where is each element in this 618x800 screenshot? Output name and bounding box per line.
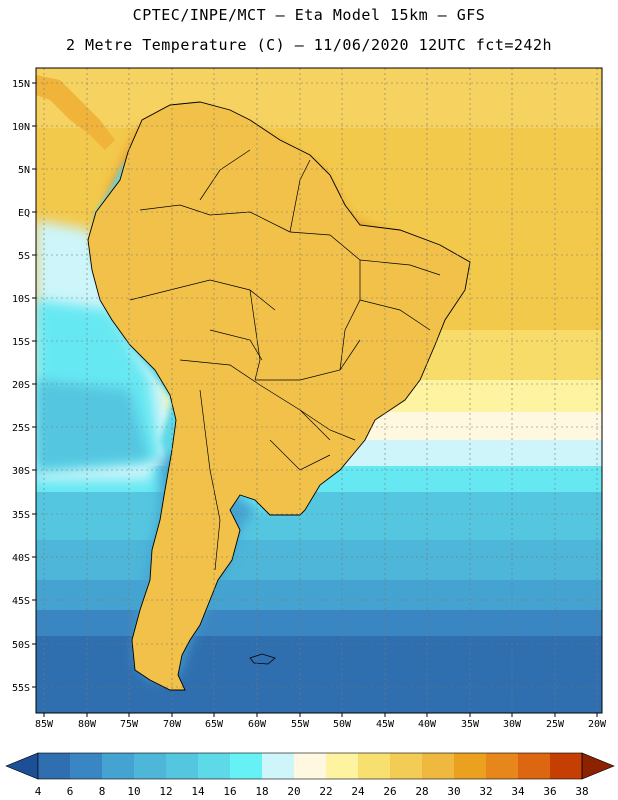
lon-label-40w: 40W [418, 719, 437, 730]
lat-ticks [32, 82, 36, 688]
legend-arrow-high [581, 752, 615, 780]
country-borders [129, 149, 441, 571]
legend-swatch-22-24 [326, 753, 358, 779]
lon-label-65w: 65W [205, 719, 224, 730]
ocean-band-6 [36, 636, 602, 713]
legend-swatch-36-38 [550, 753, 582, 779]
lat-label-5n: 5N [18, 165, 30, 176]
lat-label-20s: 20S [12, 380, 30, 391]
graticule [36, 68, 602, 713]
lon-label-70w: 70W [163, 719, 182, 730]
title-line-1: CPTEC/INPE/MCT – Eta Model 15km – GFS [132, 6, 486, 24]
lat-label-35s: 35S [12, 510, 30, 521]
lat-label-15s: 15S [12, 337, 30, 348]
legend-arrow-low [5, 752, 39, 780]
legend-label-4: 4 [35, 785, 42, 798]
legend-label-22: 22 [319, 785, 332, 798]
lat-label-45s: 45S [12, 596, 30, 607]
lat-label-10n: 10N [12, 122, 30, 133]
ocean-band-12 [36, 540, 602, 585]
lon-label-25w: 25W [546, 719, 565, 730]
lat-label-eq: EQ [18, 208, 30, 219]
ocean-band-10 [36, 580, 602, 615]
legend-label-24: 24 [351, 785, 365, 798]
lat-label-30s: 30S [12, 466, 30, 477]
ocean-band-14 [36, 492, 602, 542]
lon-label-20w: 20W [588, 719, 607, 730]
lon-label-60w: 60W [248, 719, 267, 730]
lon-label-45w: 45W [376, 719, 395, 730]
legend-label-6: 6 [67, 785, 74, 798]
ocean-band-8 [36, 610, 602, 640]
lat-label-10s: 10S [12, 294, 30, 305]
lat-label-15n: 15N [12, 79, 30, 90]
legend-label-8: 8 [99, 785, 106, 798]
legend-label-36: 36 [543, 785, 556, 798]
falkland-islands [249, 653, 276, 665]
legend-label-18: 18 [255, 785, 268, 798]
legend-swatch-14-16 [198, 753, 230, 779]
legend-label-28: 28 [415, 785, 428, 798]
legend-label-30: 30 [447, 785, 460, 798]
legend-swatch-12-14 [166, 753, 198, 779]
legend-swatch-28-30 [422, 753, 454, 779]
legend-label-38: 38 [575, 785, 588, 798]
lon-label-50w: 50W [333, 719, 352, 730]
legend-swatch-4-6 [38, 753, 70, 779]
lat-label-5s: 5S [18, 251, 30, 262]
lon-label-80w: 80W [78, 719, 97, 730]
legend-swatch-30-32 [454, 753, 486, 779]
lon-label-85w: 85W [35, 719, 54, 730]
lat-label-40s: 40S [12, 553, 30, 564]
lon-label-35w: 35W [461, 719, 480, 730]
pacific-colder-zone [36, 380, 150, 470]
legend-swatch-34-36 [518, 753, 550, 779]
legend-swatch-20-22 [294, 753, 326, 779]
legend-label-12: 12 [159, 785, 172, 798]
lon-ticks [43, 713, 598, 717]
legend-border [37, 752, 583, 780]
legend-label-26: 26 [383, 785, 396, 798]
legend-label-32: 32 [479, 785, 492, 798]
legend-swatch-8-10 [102, 753, 134, 779]
legend-swatch-16-18 [230, 753, 262, 779]
legend-swatch-26-28 [390, 753, 422, 779]
map-frame [35, 67, 603, 714]
legend-label-14: 14 [191, 785, 205, 798]
legend-swatch-24-26 [358, 753, 390, 779]
legend-swatch-10-12 [134, 753, 166, 779]
legend-label-20: 20 [287, 785, 300, 798]
legend-label-34: 34 [511, 785, 525, 798]
lat-label-50s: 50S [12, 640, 30, 651]
lat-label-55s: 55S [12, 683, 30, 694]
legend-label-16: 16 [223, 785, 236, 798]
legend-swatch-6-8 [70, 753, 102, 779]
title-line-2: 2 Metre Temperature (C) – 11/06/2020 12U… [65, 36, 553, 54]
central-america-land [36, 75, 115, 150]
legend-swatch-18-20 [262, 753, 294, 779]
lon-label-30w: 30W [503, 719, 522, 730]
legend-label-10: 10 [127, 785, 140, 798]
lon-label-55w: 55W [291, 719, 310, 730]
ocean-band-north [36, 68, 602, 128]
lat-label-25s: 25S [12, 423, 30, 434]
legend-swatch-32-34 [486, 753, 518, 779]
lon-label-75w: 75W [120, 719, 139, 730]
color-legend [5, 752, 615, 780]
